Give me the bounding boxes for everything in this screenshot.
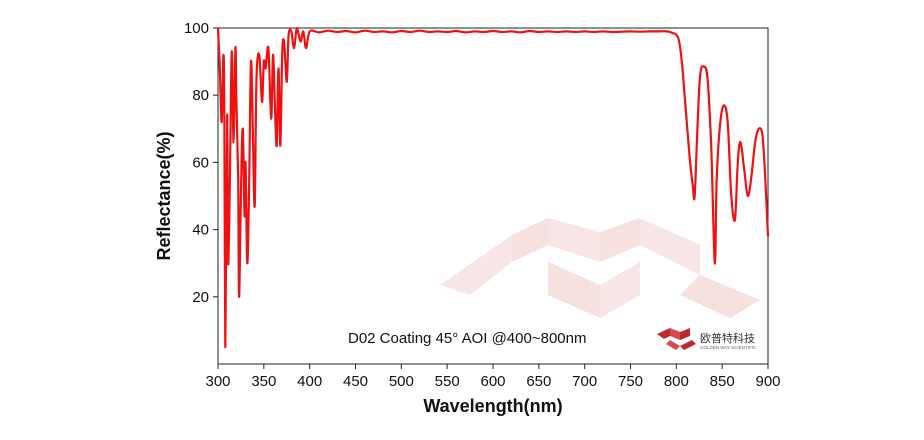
y-tick-label: 100 — [184, 20, 209, 37]
x-tick-label: 900 — [755, 373, 780, 390]
x-tick-label: 850 — [710, 373, 735, 390]
reflectance-series-line — [216, 26, 770, 349]
x-tick-label: 450 — [343, 373, 368, 390]
logo-mark-icon — [657, 328, 696, 350]
coating-annotation: D02 Coating 45° AOI @400~800nm — [348, 330, 586, 347]
axis-ticks — [213, 27, 769, 369]
y-tick-label: 60 — [192, 154, 209, 171]
x-tick-label: 650 — [526, 373, 551, 390]
x-tick-label: 300 — [205, 373, 230, 390]
y-tick-label: 20 — [192, 289, 209, 306]
x-axis-title: Wavelength(nm) — [423, 396, 562, 416]
y-axis-title: Reflectance(%) — [154, 131, 174, 260]
x-tick-label: 350 — [251, 373, 276, 390]
x-tick-labels: 300 350 400 450 500 550 600 650 700 750 800 850 900 — [205, 373, 780, 390]
logo-name: 欧普特科技 — [700, 331, 755, 345]
x-tick-label: 800 — [664, 373, 689, 390]
x-tick-label: 750 — [618, 373, 643, 390]
x-tick-label: 400 — [297, 373, 322, 390]
y-tick-label: 80 — [192, 87, 209, 104]
plot-area — [217, 27, 769, 365]
x-tick-label: 550 — [435, 373, 460, 390]
watermark-graphic — [440, 218, 760, 318]
x-tick-label: 500 — [389, 373, 414, 390]
y-tick-label: 40 — [192, 222, 209, 239]
x-tick-label: 700 — [572, 373, 597, 390]
y-tick-labels: 20 40 60 80 100 — [184, 20, 209, 306]
logo-subtitle: GOLDEN WAY SCIENTIFIC — [700, 345, 757, 350]
company-logo: 欧普特科技 GOLDEN WAY SCIENTIFIC — [657, 328, 757, 350]
x-tick-label: 600 — [480, 373, 505, 390]
